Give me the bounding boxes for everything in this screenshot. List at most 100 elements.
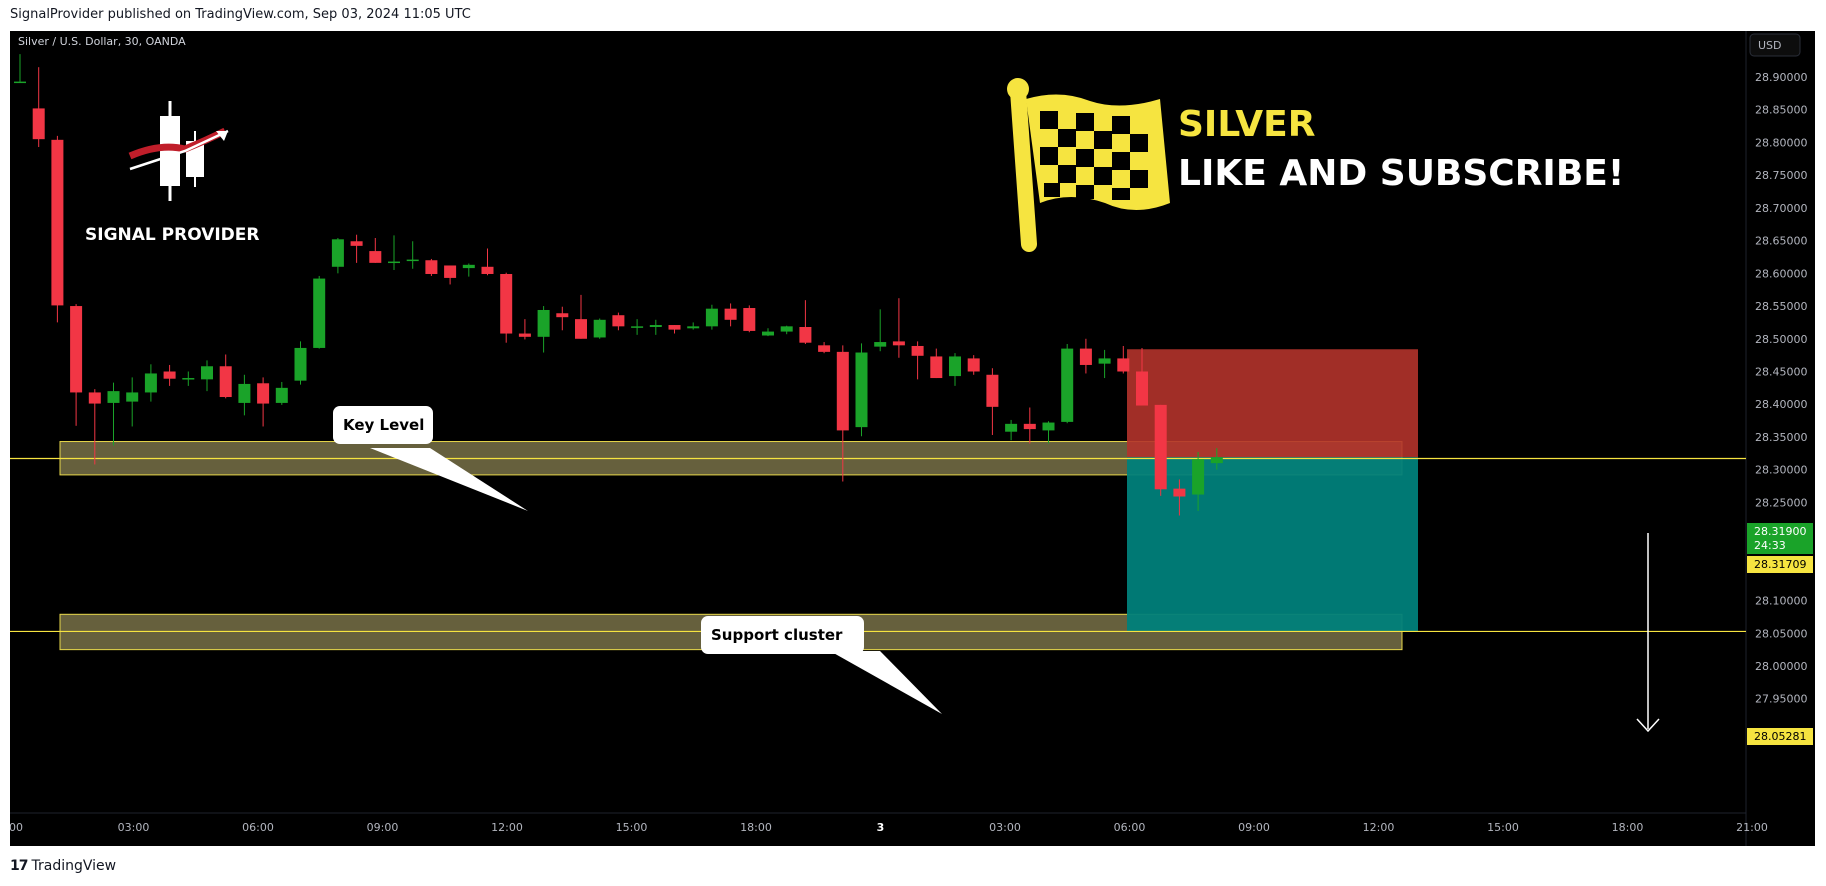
time-tick: 21:00 — [1736, 821, 1768, 834]
candle — [556, 306, 569, 331]
candle — [593, 318, 606, 339]
candle-body — [275, 387, 288, 403]
candle-body — [406, 259, 419, 262]
candle-body — [537, 309, 550, 337]
candle — [892, 298, 905, 358]
candle-body — [257, 383, 270, 404]
price-tick: 28.55000 — [1755, 300, 1808, 313]
candle — [949, 353, 961, 386]
candle-body — [780, 326, 793, 332]
candle-body — [1079, 348, 1092, 365]
candle-body — [855, 352, 868, 428]
candle-body — [1136, 371, 1148, 406]
checkered-flag-icon — [1007, 78, 1170, 252]
candle — [780, 325, 793, 335]
candle-body — [668, 325, 681, 330]
price-tick: 28.25000 — [1755, 496, 1808, 509]
time-tick: 18:00 — [740, 821, 772, 834]
candle — [219, 354, 232, 399]
candle-body — [1023, 423, 1036, 430]
candle-body — [313, 278, 326, 348]
candle-body — [14, 81, 26, 84]
candle — [350, 234, 363, 263]
candle-body — [481, 266, 494, 274]
candle — [855, 343, 868, 437]
candle-body — [949, 356, 961, 377]
tradingview-logo-icon: 17 — [10, 858, 29, 874]
logo-arrow-icon — [129, 129, 229, 171]
candle — [1098, 349, 1111, 379]
tradingview-brand: TradingView — [31, 858, 117, 874]
support-cluster-callout: Support cluster — [701, 616, 942, 714]
position-layer — [1127, 349, 1418, 632]
candle — [575, 294, 587, 339]
target-price-tag: 28.05281 — [1747, 728, 1813, 745]
time-axis[interactable]: 00 03:00 06:00 09:00 12:00 15:00 18:00 3 03:00 06… — [9, 821, 1768, 834]
time-tick: 15:00 — [616, 821, 648, 834]
candle — [668, 325, 681, 334]
candle-body — [444, 265, 457, 278]
price-tick: 28.65000 — [1755, 235, 1808, 248]
candle-body — [425, 260, 438, 274]
candle — [331, 237, 344, 274]
candle — [911, 341, 924, 380]
candle-body — [575, 319, 587, 339]
candle — [144, 364, 157, 402]
price-tick: 28.50000 — [1755, 333, 1808, 346]
candle — [1173, 479, 1186, 516]
candle-body — [1005, 423, 1018, 432]
candle — [313, 275, 326, 349]
candle — [163, 364, 176, 386]
stop-loss-box — [1127, 349, 1418, 458]
chart-canvas[interactable]: Silver / U.S. Dollar, 30, OANDA USD 28.9… — [9, 31, 1815, 846]
candle-body — [294, 347, 307, 381]
candle — [406, 241, 419, 269]
price-tick: 28.30000 — [1755, 464, 1808, 477]
candle-body — [762, 331, 774, 336]
logo-candle-icon — [160, 116, 180, 186]
current-price-tag: 28.31900 24:33 — [1747, 523, 1813, 554]
candle-body — [649, 325, 662, 327]
key-level-price: 28.31709 — [1754, 558, 1807, 571]
candle — [51, 135, 64, 323]
time-tick: 09:00 — [1238, 821, 1270, 834]
candle — [649, 319, 662, 335]
price-tick: 28.00000 — [1755, 660, 1808, 673]
candle — [481, 248, 494, 276]
candle-body — [144, 373, 157, 393]
tradingview-footer[interactable]: 17 TradingView — [10, 858, 116, 874]
candle-body — [238, 383, 251, 403]
candle — [201, 360, 213, 392]
candle — [238, 374, 251, 416]
candle-body — [1173, 488, 1186, 497]
candle — [705, 304, 718, 330]
candle-body — [1042, 422, 1055, 431]
price-tick: 28.35000 — [1755, 431, 1808, 444]
take-profit-box — [1127, 457, 1418, 632]
candle — [14, 54, 26, 84]
candle-body — [107, 391, 120, 403]
candle-body — [1061, 348, 1074, 422]
price-tick: 28.45000 — [1755, 366, 1808, 379]
candle-body — [930, 356, 943, 379]
candle — [182, 371, 195, 386]
candle-body — [874, 342, 887, 347]
candle — [537, 306, 550, 353]
brand-name: SIGNAL PROVIDER — [85, 225, 260, 245]
candle — [32, 67, 45, 148]
candle-body — [986, 374, 999, 407]
chart-frame[interactable]: Silver / U.S. Dollar, 30, OANDA USD 28.9… — [9, 31, 1815, 846]
candle — [1192, 451, 1205, 511]
candle-body — [631, 326, 644, 328]
price-tick: 28.90000 — [1755, 71, 1808, 84]
promo-subscribe: LIKE AND SUBSCRIBE! — [1178, 153, 1624, 194]
candle-body — [612, 315, 625, 327]
price-tick: 28.40000 — [1755, 398, 1808, 411]
key-level-label: Key Level — [343, 416, 424, 434]
candle-body — [687, 326, 700, 329]
price-axis[interactable]: 28.90000 28.85000 28.80000 28.75000 28.70000… — [1755, 71, 1808, 706]
candle — [874, 309, 887, 352]
currency-button[interactable]: USD — [1749, 33, 1801, 57]
candle-body — [724, 308, 737, 320]
projection-arrow — [1636, 533, 1660, 733]
